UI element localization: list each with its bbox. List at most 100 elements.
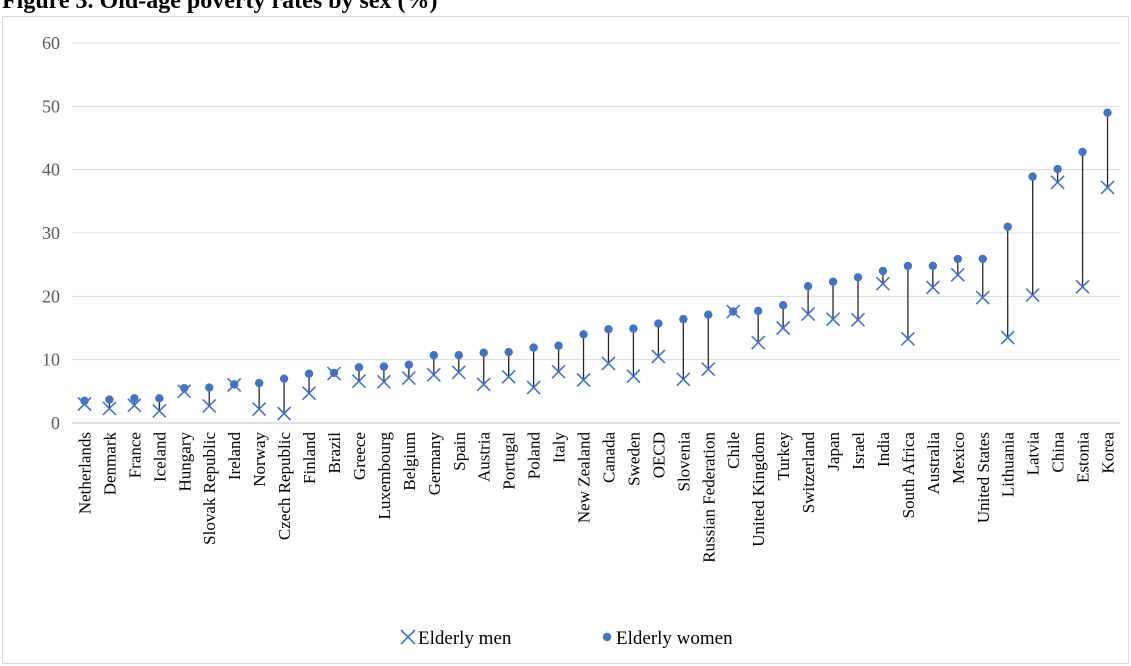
men-point <box>127 398 142 413</box>
x-tick-label: Germany <box>425 432 444 496</box>
women-point <box>130 394 139 403</box>
men-point <box>776 320 791 336</box>
men-point-stroke <box>900 331 915 346</box>
men-point-stroke <box>950 267 965 282</box>
women-point <box>354 363 364 372</box>
women-point <box>953 254 963 264</box>
men-point-stroke <box>401 370 416 386</box>
x-tick-label: Russian Federation <box>699 432 718 563</box>
x-tick-label: Italy <box>550 432 569 464</box>
men-point-stroke <box>426 367 441 382</box>
x-tick-label: Mexico <box>949 432 968 484</box>
women-point <box>903 261 913 271</box>
x-tick-label: Turkey <box>774 432 793 481</box>
women-point <box>604 325 613 334</box>
chart-frame: 0 10 20 30 40 50 60 Netherlands Denmark France Ice… <box>2 16 1129 664</box>
men-point <box>1100 180 1115 195</box>
men-point-stroke <box>127 398 142 413</box>
men-point-stroke <box>1100 180 1115 195</box>
x-tick-label: China <box>1049 432 1068 473</box>
men-point <box>676 372 691 387</box>
men-point <box>751 335 766 350</box>
y-tick-label: 20 <box>42 286 60 306</box>
men-point-stroke <box>701 362 716 377</box>
men-point <box>326 366 342 381</box>
men-point <box>77 396 92 412</box>
x-tick-label: France <box>125 432 144 478</box>
men-point-stroke <box>1025 288 1040 303</box>
x-tick-label: Japan <box>824 432 843 471</box>
x-tick-label: OECD <box>649 432 668 478</box>
women-point <box>803 282 813 291</box>
men-point-stroke <box>850 312 866 327</box>
men-point-stroke <box>451 365 466 380</box>
legend-marker-men <box>400 629 416 645</box>
women-point <box>928 261 938 271</box>
women-point <box>504 347 513 357</box>
men-point <box>975 290 990 305</box>
x-tick-label: Switzerland <box>799 432 818 514</box>
men-point <box>1075 279 1090 294</box>
x-tick-label: Poland <box>525 432 544 480</box>
x-tick-label: Brazil <box>325 432 344 474</box>
men-point-stroke <box>202 398 217 413</box>
men-point-stroke <box>177 384 192 399</box>
men-point-stroke <box>77 396 92 412</box>
men-point <box>401 370 416 386</box>
men-point <box>351 374 367 389</box>
men-point-stroke <box>1075 279 1090 294</box>
women-point <box>878 266 888 276</box>
x-tick-label: Slovenia <box>674 432 693 492</box>
women-point <box>529 343 538 352</box>
x-tick-label: Finland <box>300 432 319 484</box>
women-point <box>304 369 314 378</box>
x-tick-label: Hungary <box>175 432 194 492</box>
women-point <box>1028 172 1037 181</box>
y-tick-label: 0 <box>51 413 60 433</box>
women-point <box>1078 147 1087 157</box>
x-tick-label: Korea <box>1099 432 1118 474</box>
men-point <box>426 367 441 382</box>
men-point-stroke <box>975 290 990 305</box>
women-point <box>679 314 688 324</box>
men-point <box>651 349 666 364</box>
men-point <box>601 356 616 371</box>
x-tick-label: Greece <box>350 432 369 480</box>
men-point-stroke <box>601 356 616 371</box>
men-point <box>227 377 242 393</box>
women-point <box>778 301 788 310</box>
men-point <box>850 312 866 327</box>
x-tick-label: Latvia <box>1024 432 1043 476</box>
women-point <box>554 341 563 350</box>
women-point <box>404 360 414 369</box>
men-point <box>451 365 466 380</box>
women-point <box>1103 108 1112 117</box>
women-point <box>379 362 389 371</box>
men-point-stroke <box>526 380 541 395</box>
men-point-stroke <box>1050 175 1065 190</box>
men-point-stroke <box>476 377 491 392</box>
x-tick-label: Estonia <box>1074 432 1093 483</box>
men-point <box>501 369 516 384</box>
y-tick-label: 10 <box>42 350 60 370</box>
men-point-stroke <box>751 335 766 350</box>
men-point <box>950 267 965 282</box>
x-tick-label: United States <box>974 432 993 523</box>
men-point-stroke <box>376 374 391 389</box>
men-point <box>576 372 591 387</box>
men-point-stroke <box>776 320 791 336</box>
women-point <box>205 383 214 392</box>
women-point <box>155 394 164 403</box>
legend-label-men: Elderly men <box>418 628 512 649</box>
men-point <box>726 304 741 319</box>
men-point-stroke <box>501 369 516 384</box>
men-point-stroke <box>1000 330 1015 345</box>
men-point <box>801 307 816 322</box>
men-point <box>701 362 716 377</box>
men-point <box>152 403 167 419</box>
men-point <box>202 398 217 413</box>
men-point <box>526 380 541 395</box>
women-point <box>978 254 987 264</box>
women-point <box>579 330 588 339</box>
x-tick-label: Norway <box>250 432 269 487</box>
